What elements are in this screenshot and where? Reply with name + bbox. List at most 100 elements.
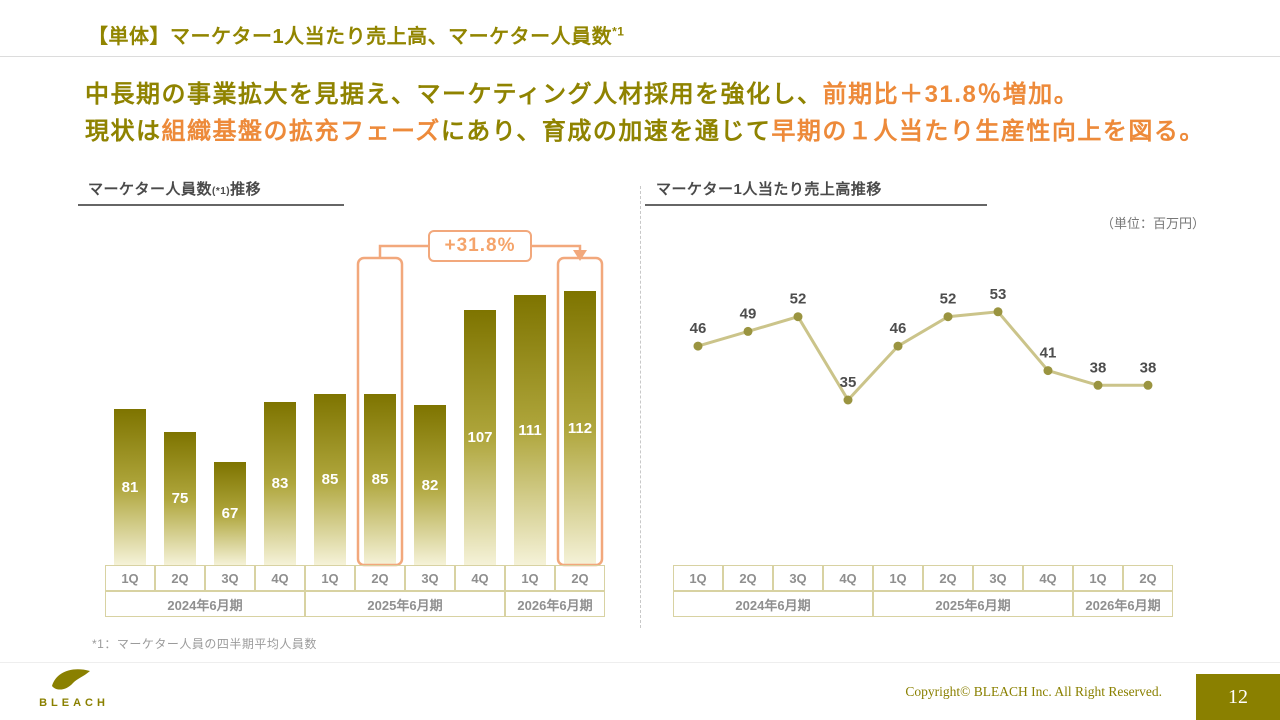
bar-1-2Q: 75 bbox=[164, 432, 196, 565]
point-value-label: 41 bbox=[1040, 345, 1057, 362]
point-value-label: 38 bbox=[1140, 359, 1157, 376]
point-value-label: 53 bbox=[990, 286, 1007, 303]
unit-note: （単位：百万円） bbox=[1100, 216, 1205, 231]
bar-4-1Q: 85 bbox=[314, 394, 346, 565]
data-point bbox=[893, 341, 903, 351]
title-footnote-ref: *1 bbox=[612, 24, 625, 39]
axis-quarter-label: 4Q bbox=[255, 565, 305, 591]
bar-chart-title: マーケター人員数(*1)推移 bbox=[88, 178, 261, 199]
axis-quarter-label: 4Q bbox=[455, 565, 505, 591]
axis-quarter-label: 3Q bbox=[205, 565, 255, 591]
bar-value-label: 85 bbox=[371, 471, 389, 488]
point-value-label: 52 bbox=[790, 291, 807, 308]
axis-quarter-label: 4Q bbox=[823, 565, 873, 591]
axis-quarter-label: 1Q bbox=[305, 565, 355, 591]
page-title: 【単体】マーケター1人当たり売上高、マーケター人員数*1 bbox=[88, 20, 624, 49]
axis-year-label: 2026年6月期 bbox=[1073, 591, 1173, 617]
axis-quarter-label: 2Q bbox=[555, 565, 605, 591]
bar-value-label: 107 bbox=[467, 429, 493, 446]
axis-quarter-label: 2Q bbox=[355, 565, 405, 591]
bar-0-1Q: 81 bbox=[114, 409, 146, 565]
message-segment: 組織基盤の拡充フェーズ bbox=[161, 118, 441, 145]
axis-quarter-label: 1Q bbox=[105, 565, 155, 591]
bar-8-1Q: 111 bbox=[514, 295, 546, 565]
bar-2-3Q: 67 bbox=[214, 462, 246, 565]
data-point bbox=[843, 395, 853, 405]
bar-value-label: 83 bbox=[271, 475, 289, 492]
bar-chart-title-main: マーケター人員数 bbox=[88, 181, 213, 198]
message-segment: 現状は bbox=[85, 118, 162, 145]
bar-value-label: 111 bbox=[518, 421, 542, 439]
key-message-line-2: 現状は組織基盤の拡充フェーズにあり、育成の加速を通じて早期の１人当たり生産性向上… bbox=[85, 113, 1205, 150]
footer-divider bbox=[0, 662, 1280, 663]
bar-value-label: 67 bbox=[221, 505, 239, 522]
line-chart-title-underline bbox=[645, 204, 987, 206]
bar-5-2Q: 85 bbox=[364, 394, 396, 565]
axis-quarter-label: 3Q bbox=[405, 565, 455, 591]
bar-chart-title-tail: 推移 bbox=[230, 181, 262, 198]
axis-quarter-label: 3Q bbox=[973, 565, 1023, 591]
bar-3-4Q: 83 bbox=[264, 402, 296, 565]
axis-quarter-label: 2Q bbox=[1123, 565, 1173, 591]
point-value-label: 52 bbox=[940, 291, 957, 308]
data-point bbox=[1093, 380, 1103, 390]
bleach-logo-icon bbox=[52, 669, 90, 690]
section-divider bbox=[640, 186, 641, 628]
bar-9-2Q: 112 bbox=[564, 291, 596, 565]
axis-quarter-label: 4Q bbox=[1023, 565, 1073, 591]
data-point bbox=[693, 341, 703, 351]
annotation-arrow bbox=[573, 250, 587, 261]
bar-value-label: 85 bbox=[321, 471, 339, 488]
bar-chart-title-footnote-ref: (*1) bbox=[212, 186, 231, 197]
page-title-text: 【単体】マーケター1人当たり売上高、マーケター人員数 bbox=[88, 26, 613, 48]
line-chart-title-text: マーケター1人当たり売上高推移 bbox=[656, 181, 882, 198]
axis-quarter-label: 1Q bbox=[505, 565, 555, 591]
key-message-line-1: 中長期の事業拡大を見据え、マーケティング人材採用を強化し、前期比＋31.8％増加… bbox=[85, 76, 1205, 113]
bleach-logo-text: BLEACH bbox=[39, 697, 109, 709]
data-point bbox=[743, 326, 753, 336]
bar-7-4Q: 107 bbox=[464, 310, 496, 565]
axis-year-label: 2024年6月期 bbox=[673, 591, 873, 617]
line-chart: 46 49 52 35 46 52 53 41 38 38 bbox=[690, 286, 1157, 405]
page-number: 12 bbox=[1196, 674, 1280, 720]
message-segment: 前期比＋31.8％増加。 bbox=[822, 81, 1080, 108]
axis-quarter-label: 1Q bbox=[1073, 565, 1123, 591]
axis-quarter-label: 1Q bbox=[673, 565, 723, 591]
data-point bbox=[1143, 380, 1153, 390]
footnote: *1：マーケター人員の四半期平均人員数 bbox=[92, 637, 317, 651]
message-segment: 中長期の事業拡大を見据え、マーケティング人材採用を強化し、 bbox=[85, 81, 823, 108]
point-value-label: 46 bbox=[690, 320, 707, 337]
axis-quarter-label: 2Q bbox=[155, 565, 205, 591]
axis-year-label: 2025年6月期 bbox=[305, 591, 505, 617]
message-segment: にあり、育成の加速を通じて bbox=[440, 118, 772, 145]
line-series bbox=[697, 310, 1148, 403]
axis-quarter-label: 2Q bbox=[923, 565, 973, 591]
message-segment: 早期の１人当たり生産性向上を図る。 bbox=[771, 118, 1205, 145]
copyright: Copyright© BLEACH Inc. All Right Reserve… bbox=[905, 684, 1162, 699]
data-point bbox=[993, 307, 1003, 317]
point-value-label: 35 bbox=[840, 374, 857, 391]
bar-value-label: 81 bbox=[121, 478, 139, 496]
bar-value-label: 82 bbox=[421, 476, 439, 494]
point-value-label: 49 bbox=[740, 305, 757, 322]
point-value-label: 38 bbox=[1090, 359, 1107, 376]
page-number-text: 12 bbox=[1228, 685, 1248, 708]
axis-quarter-label: 3Q bbox=[773, 565, 823, 591]
bar-value-label: 112 bbox=[567, 419, 593, 437]
key-message: 中長期の事業拡大を見据え、マーケティング人材採用を強化し、前期比＋31.8％増加… bbox=[85, 76, 1205, 150]
line-chart-title: マーケター1人当たり売上高推移 bbox=[656, 178, 882, 199]
data-point bbox=[943, 312, 953, 322]
data-point bbox=[793, 312, 803, 322]
axis-year-label: 2025年6月期 bbox=[873, 591, 1073, 617]
header-divider bbox=[0, 56, 1280, 57]
bar-value-label: 75 bbox=[171, 490, 189, 507]
bar-6-3Q: 82 bbox=[414, 405, 446, 565]
bar-chart-title-underline bbox=[78, 204, 344, 206]
axis-quarter-label: 1Q bbox=[873, 565, 923, 591]
axis-year-label: 2024年6月期 bbox=[105, 591, 305, 617]
growth-annotation-label: +31.8% bbox=[428, 230, 532, 262]
axis-year-label: 2026年6月期 bbox=[505, 591, 605, 617]
point-value-label: 46 bbox=[890, 320, 907, 337]
axis-quarter-label: 2Q bbox=[723, 565, 773, 591]
